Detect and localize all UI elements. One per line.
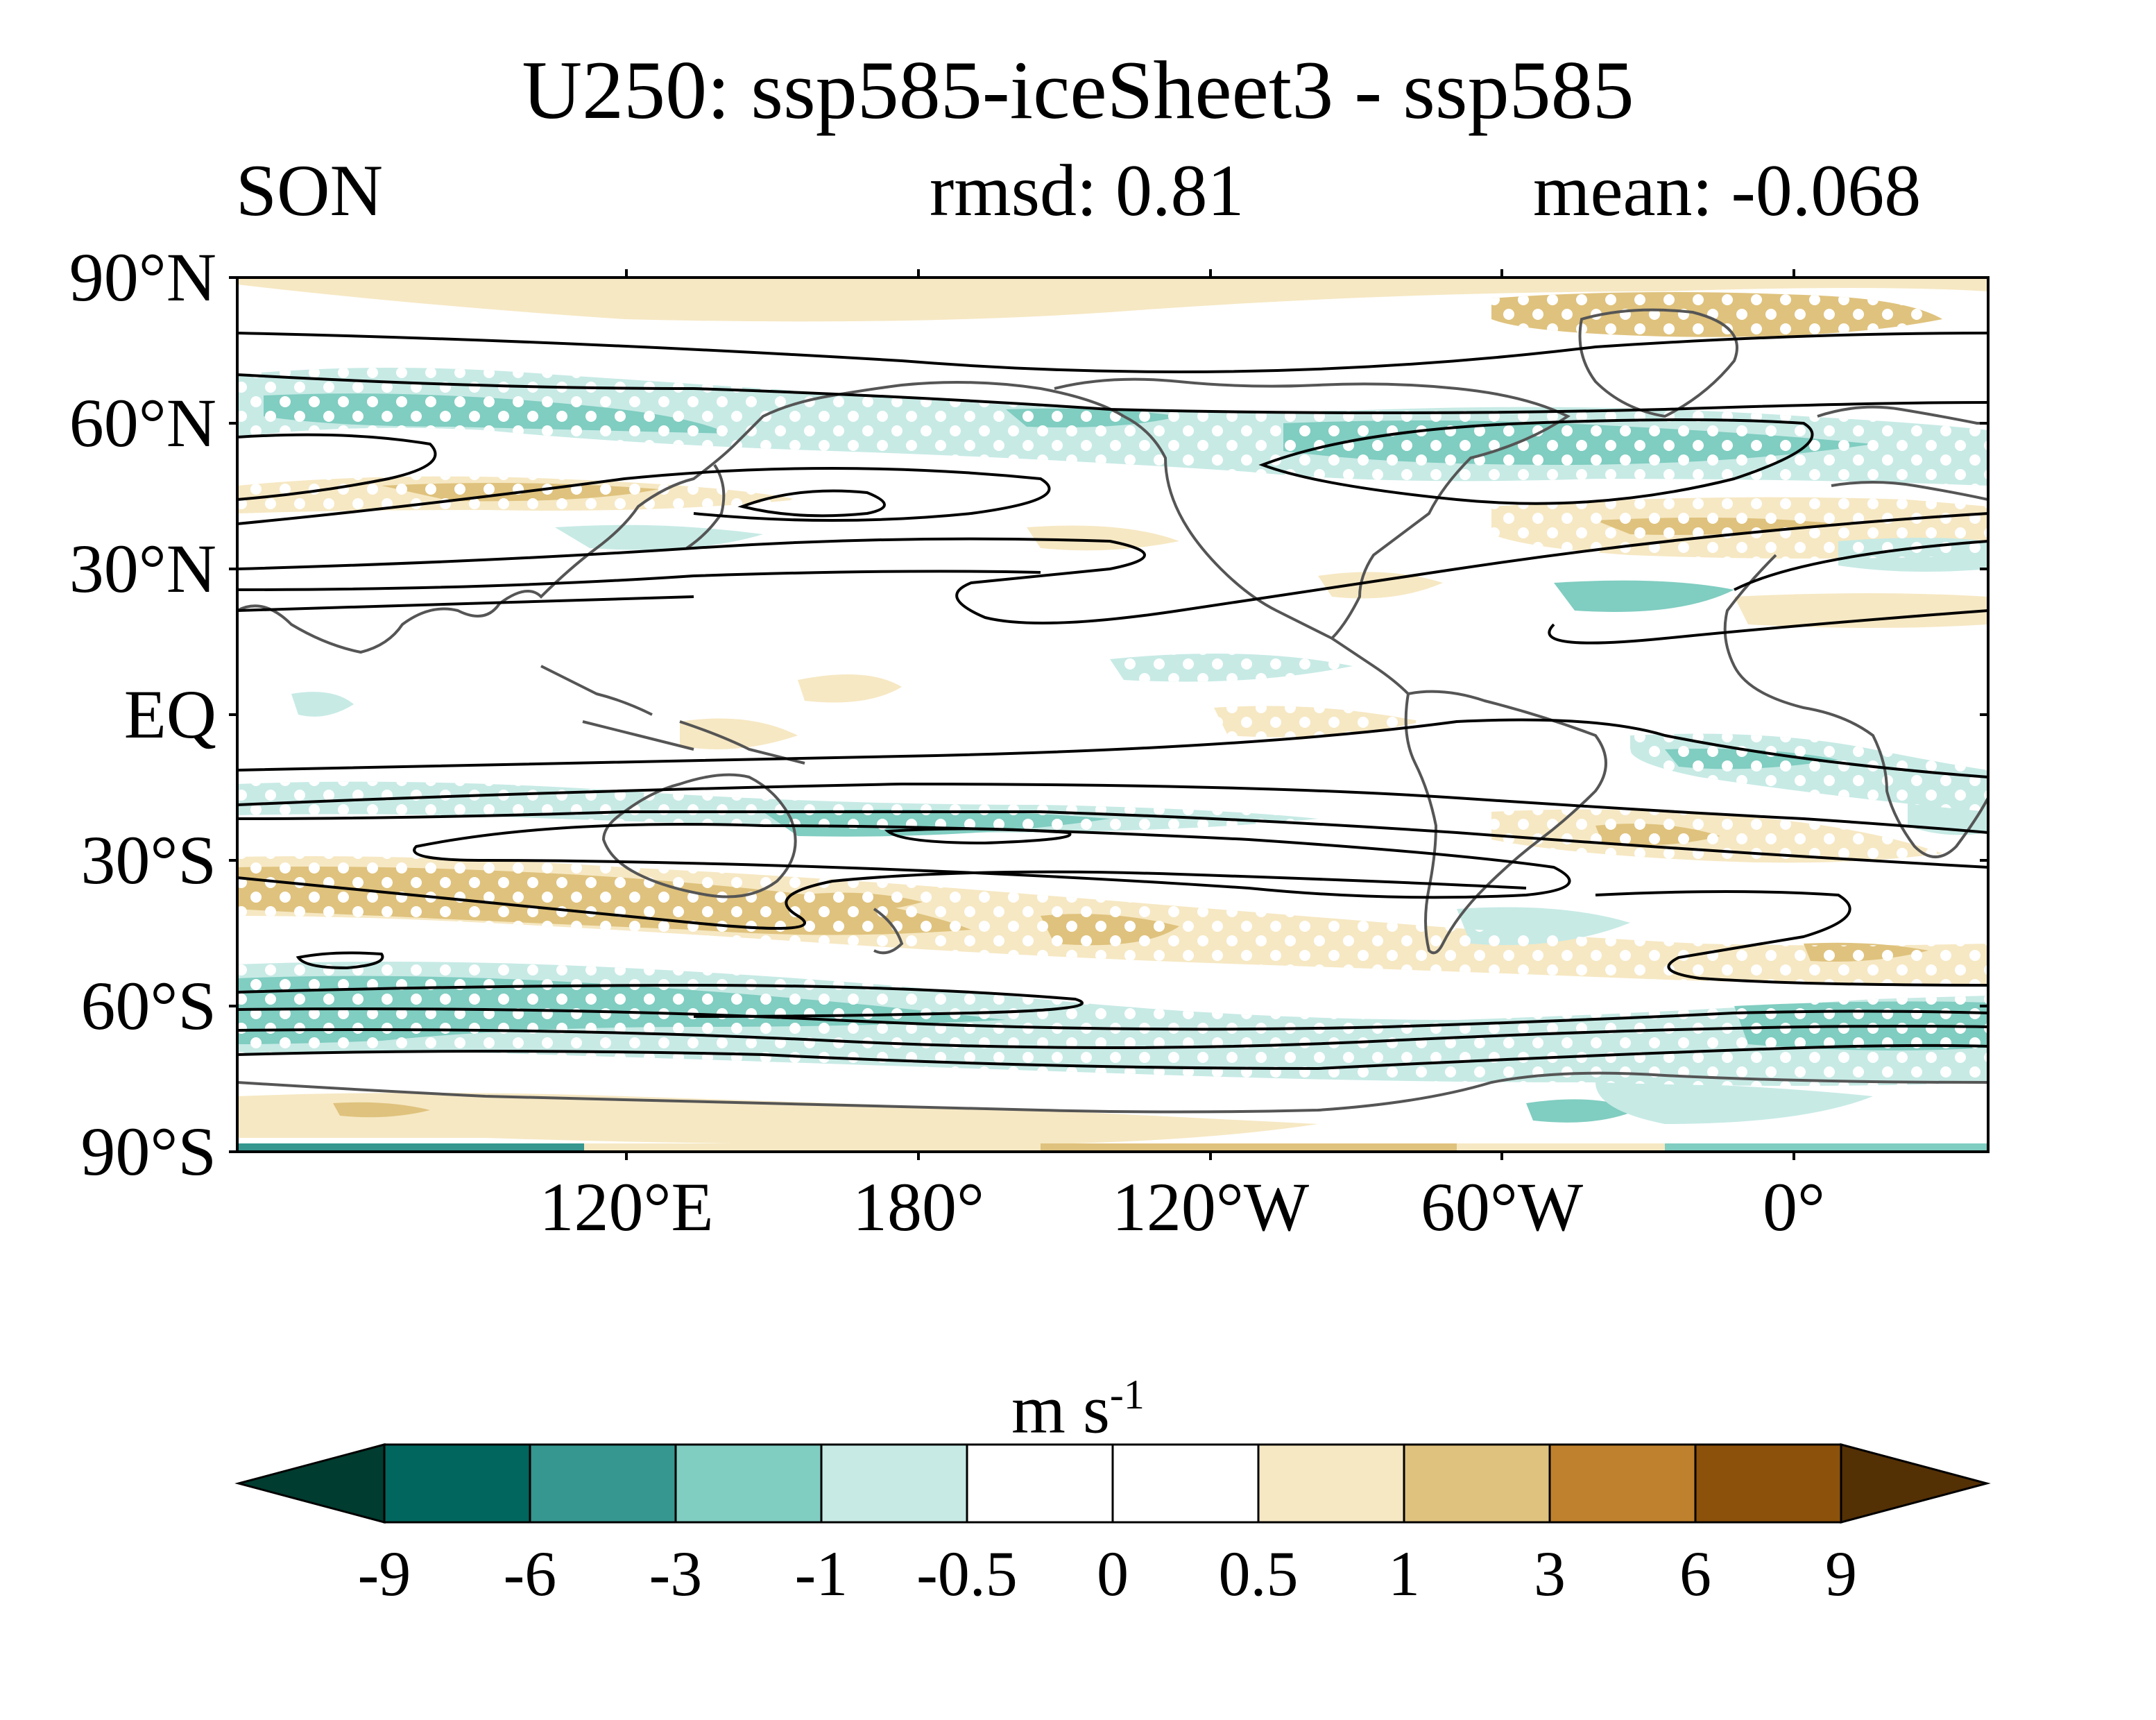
y-tick-label: 30°N	[69, 530, 216, 607]
colorbar-swatch	[1111, 1443, 1260, 1524]
colorbar-swatch	[529, 1443, 677, 1524]
colorbar-tick-label: -0.5	[916, 1538, 1018, 1609]
x-tick-label: 60°W	[1420, 1168, 1584, 1245]
colorbar-swatch	[1694, 1443, 1842, 1524]
colorbar-extend-right	[1840, 1443, 1991, 1524]
y-tick-label: 90°S	[80, 1113, 216, 1190]
x-tick-label: 180°	[853, 1168, 984, 1245]
colorbar-swatch	[820, 1443, 968, 1524]
y-tick-label: 90°N	[69, 239, 216, 316]
figure-title: U250: ssp585-iceSheet3 - ssp585	[522, 44, 1634, 136]
season-label: SON	[236, 150, 384, 231]
y-tick-label: 60°S	[80, 967, 216, 1044]
colorbar-swatch	[1548, 1443, 1697, 1524]
colorbar-tick-label: -9	[357, 1538, 411, 1609]
colorbar-swatch	[1257, 1443, 1405, 1524]
colorbar-units: m s-1	[0, 1353, 2156, 1451]
colorbar-tick-label: 0	[1097, 1538, 1129, 1609]
x-tick-label: 0°	[1763, 1168, 1825, 1245]
x-tick-label: 120°E	[539, 1168, 714, 1245]
map-panel	[237, 278, 1988, 1152]
colorbar-tick-label: 9	[1825, 1538, 1857, 1609]
colorbar-tick-label: 0.5	[1218, 1538, 1299, 1609]
y-tick-label: 30°S	[80, 821, 216, 899]
colorbar-units-exponent: -1	[1109, 1372, 1145, 1417]
colorbar-tick-label: -6	[503, 1538, 557, 1609]
colorbar-tick-label: 1	[1388, 1538, 1420, 1609]
mean-label: mean: -0.068	[1533, 150, 1922, 231]
x-tick-label: 120°W	[1111, 1168, 1310, 1245]
colorbar-extend-left	[234, 1443, 386, 1524]
axis-ticks	[229, 269, 1988, 1160]
colorbar-tick-label: 6	[1679, 1538, 1711, 1609]
y-tick-label: EQ	[123, 676, 216, 753]
colorbar-tick-label: 3	[1534, 1538, 1566, 1609]
y-tick-label: 60°N	[69, 384, 216, 461]
colorbar-swatch	[966, 1443, 1114, 1524]
colorbar-tick-label: -3	[649, 1538, 703, 1609]
colorbar-units-base: m s	[1011, 1370, 1110, 1448]
colorbar-swatch	[1403, 1443, 1551, 1524]
colorbar-swatch	[383, 1443, 531, 1524]
climatology-contours	[237, 332, 1988, 1071]
colorbar-tick-label: -1	[794, 1538, 848, 1609]
colorbar	[234, 1443, 1991, 1524]
rmsd-label: rmsd: 0.81	[930, 150, 1244, 231]
colorbar-swatch	[674, 1443, 823, 1524]
